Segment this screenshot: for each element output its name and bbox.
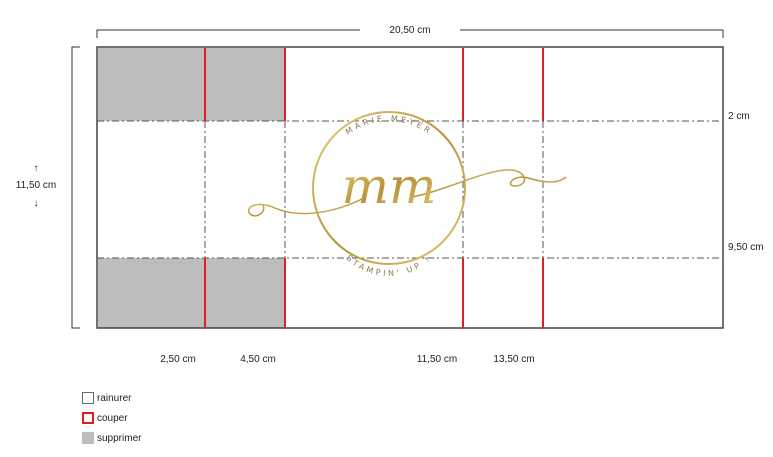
legend-item-cut: couper xyxy=(82,408,141,428)
height-label: 11,50 cm xyxy=(16,180,56,191)
legend-label-crease: rainurer xyxy=(97,392,132,404)
legend-label-remove: supprimer xyxy=(97,432,142,444)
crease-swatch-icon xyxy=(82,392,94,404)
removed-area-bottom-left xyxy=(98,258,284,328)
mark-label-13-50cm: 13,50 cm xyxy=(493,354,534,365)
mark-label-2-50cm: 2,50 cm xyxy=(160,354,196,365)
logo-flourish-right xyxy=(411,169,567,198)
logo-watermark: mm MARIE MEYER STAMPIN' UP ! xyxy=(247,111,567,278)
height-dimension-bracket xyxy=(71,46,80,329)
removed-area-top-left xyxy=(98,48,284,121)
sheet-outline xyxy=(96,46,724,329)
height-arrow-down: ↓ xyxy=(34,198,39,209)
legend-item-remove: supprimer xyxy=(82,428,141,448)
remove-swatch-icon xyxy=(82,432,94,444)
legend-label-cut: couper xyxy=(97,412,128,424)
mark-label-4-50cm: 4,50 cm xyxy=(240,354,276,365)
legend: rainurer couper supprimer xyxy=(82,388,141,448)
width-label: 20,50 cm xyxy=(389,25,430,36)
logo-ring-text-top: MARIE MEYER xyxy=(344,114,434,137)
logo-ring xyxy=(312,111,466,265)
cut-swatch-icon xyxy=(82,412,94,424)
mark-label-11-50cm: 11,50 cm xyxy=(417,354,457,365)
logo-flourish-left xyxy=(247,196,367,217)
logo-initials: mm xyxy=(342,157,437,215)
height-arrow-up: ↑ xyxy=(34,163,39,174)
mark-label-2cm: 2 cm xyxy=(728,111,750,122)
legend-item-crease: rainurer xyxy=(82,388,141,408)
mark-label-9-50cm: 9,50 cm xyxy=(728,242,764,253)
